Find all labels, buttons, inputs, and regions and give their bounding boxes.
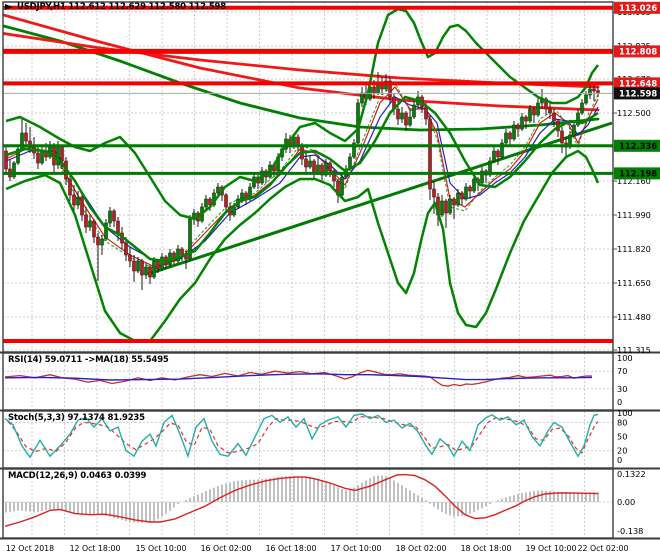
svg-text:17 Oct 10:00: 17 Oct 10:00 <box>331 544 382 553</box>
svg-text:18 Oct 18:00: 18 Oct 18:00 <box>461 544 512 553</box>
svg-text:0: 0 <box>617 397 622 407</box>
panel-frames <box>0 1 660 540</box>
svg-text:18 Oct 02:00: 18 Oct 02:00 <box>396 544 447 553</box>
macd-signal-line <box>4 473 599 527</box>
rsi-panel[interactable] <box>4 369 593 387</box>
svg-text:0.1322: 0.1322 <box>617 469 646 479</box>
svg-text:-0.138: -0.138 <box>617 526 643 536</box>
svg-text:112.808: 112.808 <box>619 47 657 57</box>
svg-text:111.480: 111.480 <box>617 312 651 322</box>
svg-text:112.598: 112.598 <box>619 89 657 99</box>
svg-text:12 Oct 18:00: 12 Oct 18:00 <box>70 544 121 553</box>
svg-text:112.648: 112.648 <box>619 79 657 89</box>
svg-text:80: 80 <box>617 417 627 427</box>
svg-text:0.00: 0.00 <box>617 497 635 507</box>
svg-text:112.336: 112.336 <box>619 141 657 151</box>
svg-text:111.650: 111.650 <box>617 278 651 288</box>
svg-text:112.500: 112.500 <box>617 108 651 118</box>
svg-text:19 Oct 10:00: 19 Oct 10:00 <box>526 544 577 553</box>
macd-panel[interactable] <box>4 473 599 527</box>
svg-text:22 Oct 02:00: 22 Oct 02:00 <box>578 544 629 553</box>
svg-text:111.990: 111.990 <box>617 210 651 220</box>
svg-text:12 Oct 2018: 12 Oct 2018 <box>6 544 54 553</box>
stochastic-panel[interactable] <box>4 413 599 459</box>
svg-text:15 Oct 10:00: 15 Oct 10:00 <box>136 544 187 553</box>
svg-text:112.198: 112.198 <box>619 169 657 179</box>
svg-text:16 Oct 18:00: 16 Oct 18:00 <box>266 544 317 553</box>
svg-text:30: 30 <box>617 384 627 394</box>
svg-text:100: 100 <box>617 353 633 363</box>
svg-text:112.160: 112.160 <box>617 176 651 186</box>
svg-text:20: 20 <box>617 446 627 456</box>
svg-text:70: 70 <box>617 366 627 376</box>
svg-text:50: 50 <box>617 432 627 442</box>
svg-text:100: 100 <box>617 408 633 418</box>
svg-text:113.026: 113.026 <box>619 3 657 13</box>
svg-text:111.820: 111.820 <box>617 244 651 254</box>
support-resistance-lines[interactable] <box>3 5 613 343</box>
svg-text:16 Oct 02:00: 16 Oct 02:00 <box>201 544 252 553</box>
time-axis: 12 Oct 2018 12 Oct 18:00 15 Oct 10:00 16 Oc… <box>6 544 629 553</box>
svg-text:111.315: 111.315 <box>617 345 651 355</box>
svg-text:0: 0 <box>617 455 622 465</box>
symbol-arrow-icon <box>5 4 13 10</box>
